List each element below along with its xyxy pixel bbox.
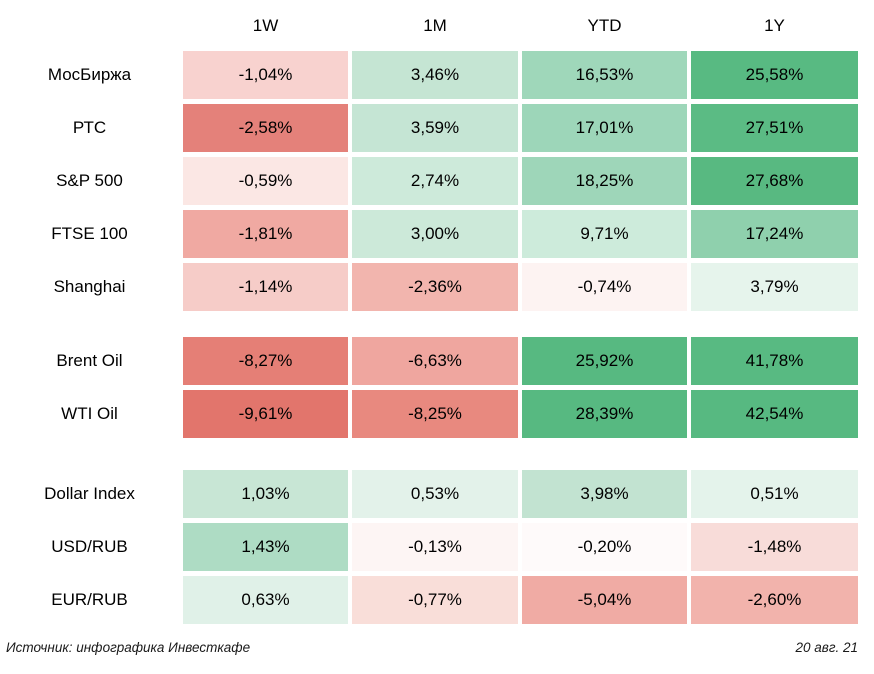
heatmap-cell: -8,25%: [352, 390, 518, 438]
heatmap-cell: -2,58%: [183, 104, 348, 152]
heatmap-cell: 9,71%: [522, 210, 687, 258]
row-label: WTI Oil: [61, 404, 118, 423]
heatmap-cell: -6,63%: [352, 337, 518, 385]
heatmap-cell: 3,98%: [522, 470, 687, 518]
row-label-column-spacer: [0, 16, 179, 36]
heatmap-cell: 3,79%: [691, 263, 858, 311]
row-label: Brent Oil: [56, 351, 123, 370]
heatmap-cell: -2,60%: [691, 576, 858, 624]
heatmap-cell: 25,58%: [691, 51, 858, 99]
heatmap-cell: -1,04%: [183, 51, 348, 99]
heatmap-cell: 25,92%: [522, 337, 687, 385]
heatmap-cell: -1,14%: [183, 263, 348, 311]
column-header-row: 1W 1M YTD 1Y: [0, 16, 858, 36]
heatmap-cell: 17,24%: [691, 210, 858, 258]
period-header-1m: 1M: [423, 16, 447, 35]
performance-heatmap: 1W 1M YTD 1Y МосБиржа -1,04% 3,46% 16,53…: [0, 16, 874, 655]
heatmap-cell: 18,25%: [522, 157, 687, 205]
heatmap-cell: 0,51%: [691, 470, 858, 518]
heatmap-cell: 28,39%: [522, 390, 687, 438]
section-markets: МосБиржа -1,04% 3,46% 16,53% 25,58% РТС …: [0, 51, 858, 311]
row-label: EUR/RUB: [51, 590, 128, 609]
heatmap-cell: -1,48%: [691, 523, 858, 571]
heatmap-cell: -0,74%: [522, 263, 687, 311]
period-header-ytd: YTD: [587, 16, 622, 35]
row-label: Shanghai: [53, 277, 126, 296]
heatmap-cell: 27,51%: [691, 104, 858, 152]
heatmap-cell: 41,78%: [691, 337, 858, 385]
heatmap-cell: -9,61%: [183, 390, 348, 438]
period-header-1w: 1W: [252, 16, 279, 35]
heatmap-cell: 16,53%: [522, 51, 687, 99]
heatmap-cell: 2,74%: [352, 157, 518, 205]
heatmap-cell: -0,20%: [522, 523, 687, 571]
heatmap-cell: -5,04%: [522, 576, 687, 624]
row-label: Dollar Index: [44, 484, 135, 503]
heatmap-cell: 42,54%: [691, 390, 858, 438]
heatmap-cell: -0,13%: [352, 523, 518, 571]
heatmap-cell: -0,77%: [352, 576, 518, 624]
heatmap-cell: 1,03%: [183, 470, 348, 518]
period-header-1y: 1Y: [764, 16, 785, 35]
heatmap-cell: 3,46%: [352, 51, 518, 99]
date-stamp: 20 авг. 21: [795, 640, 859, 655]
section-commodities: Brent Oil -8,27% -6,63% 25,92% 41,78% WT…: [0, 337, 858, 438]
heatmap-cell: -1,81%: [183, 210, 348, 258]
heatmap-cell: 27,68%: [691, 157, 858, 205]
heatmap-cell: 3,59%: [352, 104, 518, 152]
heatmap-cell: 1,43%: [183, 523, 348, 571]
row-label: FTSE 100: [51, 224, 128, 243]
source-credit: Источник: инфографика Инвесткафе: [6, 640, 251, 655]
section-currencies: Dollar Index 1,03% 0,53% 3,98% 0,51% USD…: [0, 470, 858, 624]
footer: Источник: инфографика Инвесткафе 20 авг.…: [6, 640, 858, 655]
heatmap-cell: 17,01%: [522, 104, 687, 152]
row-label: USD/RUB: [51, 537, 128, 556]
row-label: МосБиржа: [47, 65, 132, 84]
heatmap-cell: -2,36%: [352, 263, 518, 311]
heatmap-cell: 0,63%: [183, 576, 348, 624]
row-label: РТС: [72, 118, 107, 137]
heatmap-cell: 0,53%: [352, 470, 518, 518]
heatmap-cell: 3,00%: [352, 210, 518, 258]
heatmap-cell: -8,27%: [183, 337, 348, 385]
heatmap-cell: -0,59%: [183, 157, 348, 205]
row-label: S&P 500: [56, 171, 123, 190]
